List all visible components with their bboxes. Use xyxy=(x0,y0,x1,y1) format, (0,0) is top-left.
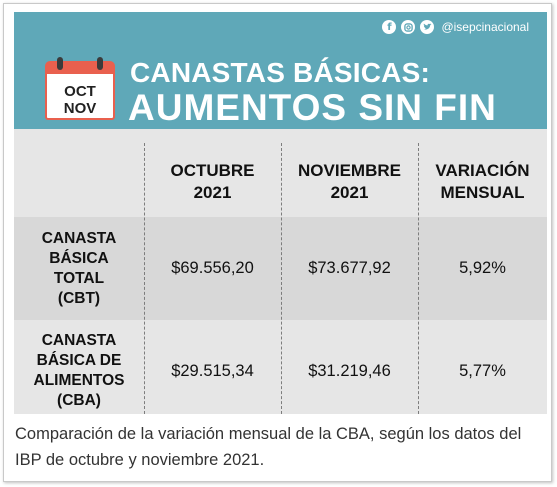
calendar-icon: OCT NOV xyxy=(45,57,115,120)
infographic-card: f @isepcinacional OCT NOV CANASTAS BÁSIC… xyxy=(14,12,547,414)
column-header-october: OCTUBRE 2021 xyxy=(144,152,281,212)
cbt-october-value: $69.556,20 xyxy=(171,259,254,277)
cba-november-value: $31.219,46 xyxy=(308,361,391,380)
row-label-line: TOTAL xyxy=(53,269,105,287)
column-divider xyxy=(281,143,282,414)
calendar-ring-left xyxy=(57,57,63,70)
facebook-icon[interactable]: f xyxy=(382,20,397,34)
instagram-icon[interactable] xyxy=(401,20,416,34)
cba-variation-value: 5,77% xyxy=(459,361,506,380)
column-header-november: NOVIEMBRE 2021 xyxy=(281,152,418,212)
column-divider xyxy=(144,143,145,414)
column-header-line: 2021 xyxy=(193,183,232,202)
social-handle: @isepcinacional xyxy=(441,20,529,34)
header-banner: f @isepcinacional OCT NOV CANASTAS BÁSIC… xyxy=(14,12,547,129)
column-header-line: VARIACIÓN xyxy=(435,161,530,180)
twitter-icon[interactable] xyxy=(420,20,435,34)
calendar-month-2: NOV xyxy=(63,100,97,117)
image-caption: Comparación de la variación mensual de l… xyxy=(15,425,522,469)
row-label-line: (CBT) xyxy=(57,289,101,307)
image-frame: f @isepcinacional OCT NOV CANASTAS BÁSIC… xyxy=(3,3,552,482)
row-label-line: BÁSICA DE xyxy=(36,352,122,369)
row-label-line: CANASTA xyxy=(41,229,117,247)
column-header-variation: VARIACIÓN MENSUAL xyxy=(418,152,547,212)
column-header-line: OCTUBRE xyxy=(170,161,255,180)
row-band-1 xyxy=(14,217,547,320)
column-divider xyxy=(418,143,419,414)
row-label-line: CANASTA xyxy=(41,332,117,349)
row-label-cbt: CANASTA BÁSICA TOTAL (CBT) xyxy=(14,220,144,317)
column-header-line: NOVIEMBRE xyxy=(298,161,401,180)
calendar-ring-right xyxy=(97,57,103,70)
column-header-line: MENSUAL xyxy=(440,183,525,202)
title-line-1: CANASTAS BÁSICAS: xyxy=(130,57,430,88)
row-label-line: (CBA) xyxy=(57,392,101,409)
cba-october-value: $29.515,34 xyxy=(171,361,254,380)
row-label-cba: CANASTA BÁSICA DE ALIMENTOS (CBA) xyxy=(14,324,144,414)
calendar-header xyxy=(45,61,115,74)
cbt-november-value: $73.677,92 xyxy=(308,259,391,277)
cbt-variation-value: 5,92% xyxy=(459,259,506,277)
calendar-page xyxy=(45,74,115,120)
row-label-line: ALIMENTOS xyxy=(33,372,125,389)
column-header-line: 2021 xyxy=(330,183,369,202)
title-line-2: AUMENTOS SIN FIN xyxy=(128,87,497,128)
social-bar: f @isepcinacional xyxy=(382,20,529,34)
calendar-month-1: OCT xyxy=(64,83,96,100)
row-label-line: BÁSICA xyxy=(49,249,109,267)
